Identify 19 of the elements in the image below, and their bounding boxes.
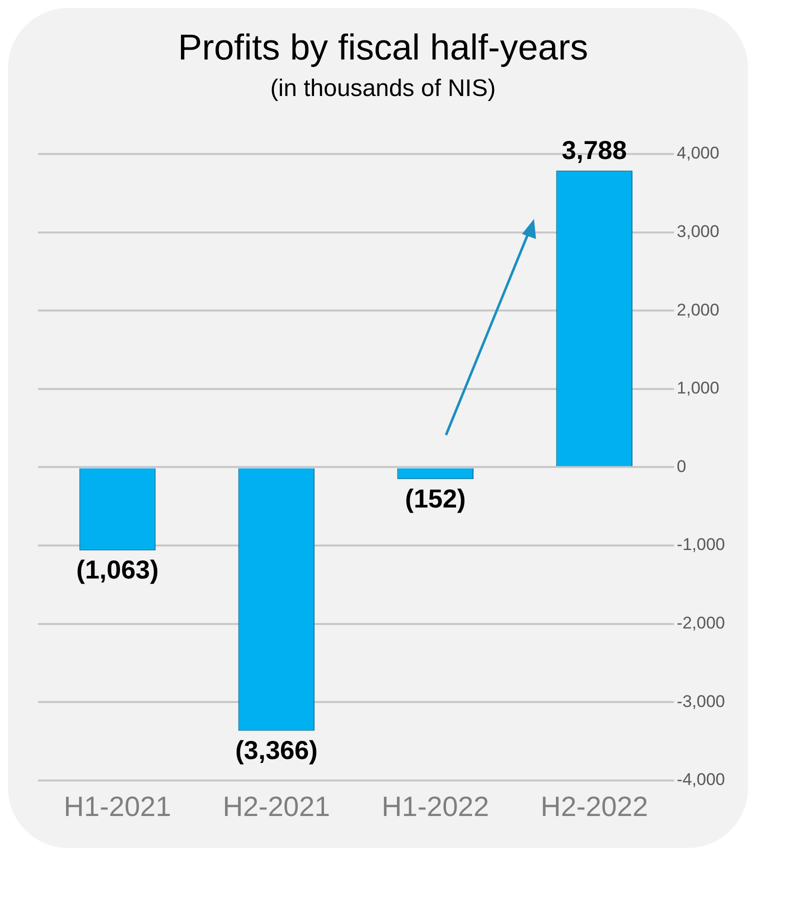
x-tick-label: H1-2021	[64, 790, 172, 822]
x-tick-label: H1-2022	[382, 790, 490, 822]
data-label: (1,063)	[76, 554, 159, 585]
y-tick-label: 0	[676, 456, 686, 476]
chart-subtitle: (in thousands of NIS)	[270, 75, 496, 102]
y-tick-label: -3,000	[676, 692, 725, 711]
data-label: (3,366)	[235, 734, 318, 765]
y-tick-label: 4,000	[676, 144, 720, 163]
x-tick-label: H2-2022	[540, 790, 648, 822]
y-tick-label: 2,000	[676, 300, 720, 320]
chart-title: Profits by fiscal half-years	[178, 26, 588, 68]
data-label: (152)	[405, 483, 466, 514]
y-tick-label: -2,000	[676, 613, 725, 632]
y-tick-label: 1,000	[676, 378, 720, 398]
y-tick-label: -4,000	[676, 770, 725, 790]
x-tick-label: H2-2021	[222, 790, 330, 822]
data-label: 3,788	[562, 134, 627, 165]
y-tick-label: 3,000	[676, 222, 720, 241]
y-tick-label: -1,000	[676, 535, 725, 554]
